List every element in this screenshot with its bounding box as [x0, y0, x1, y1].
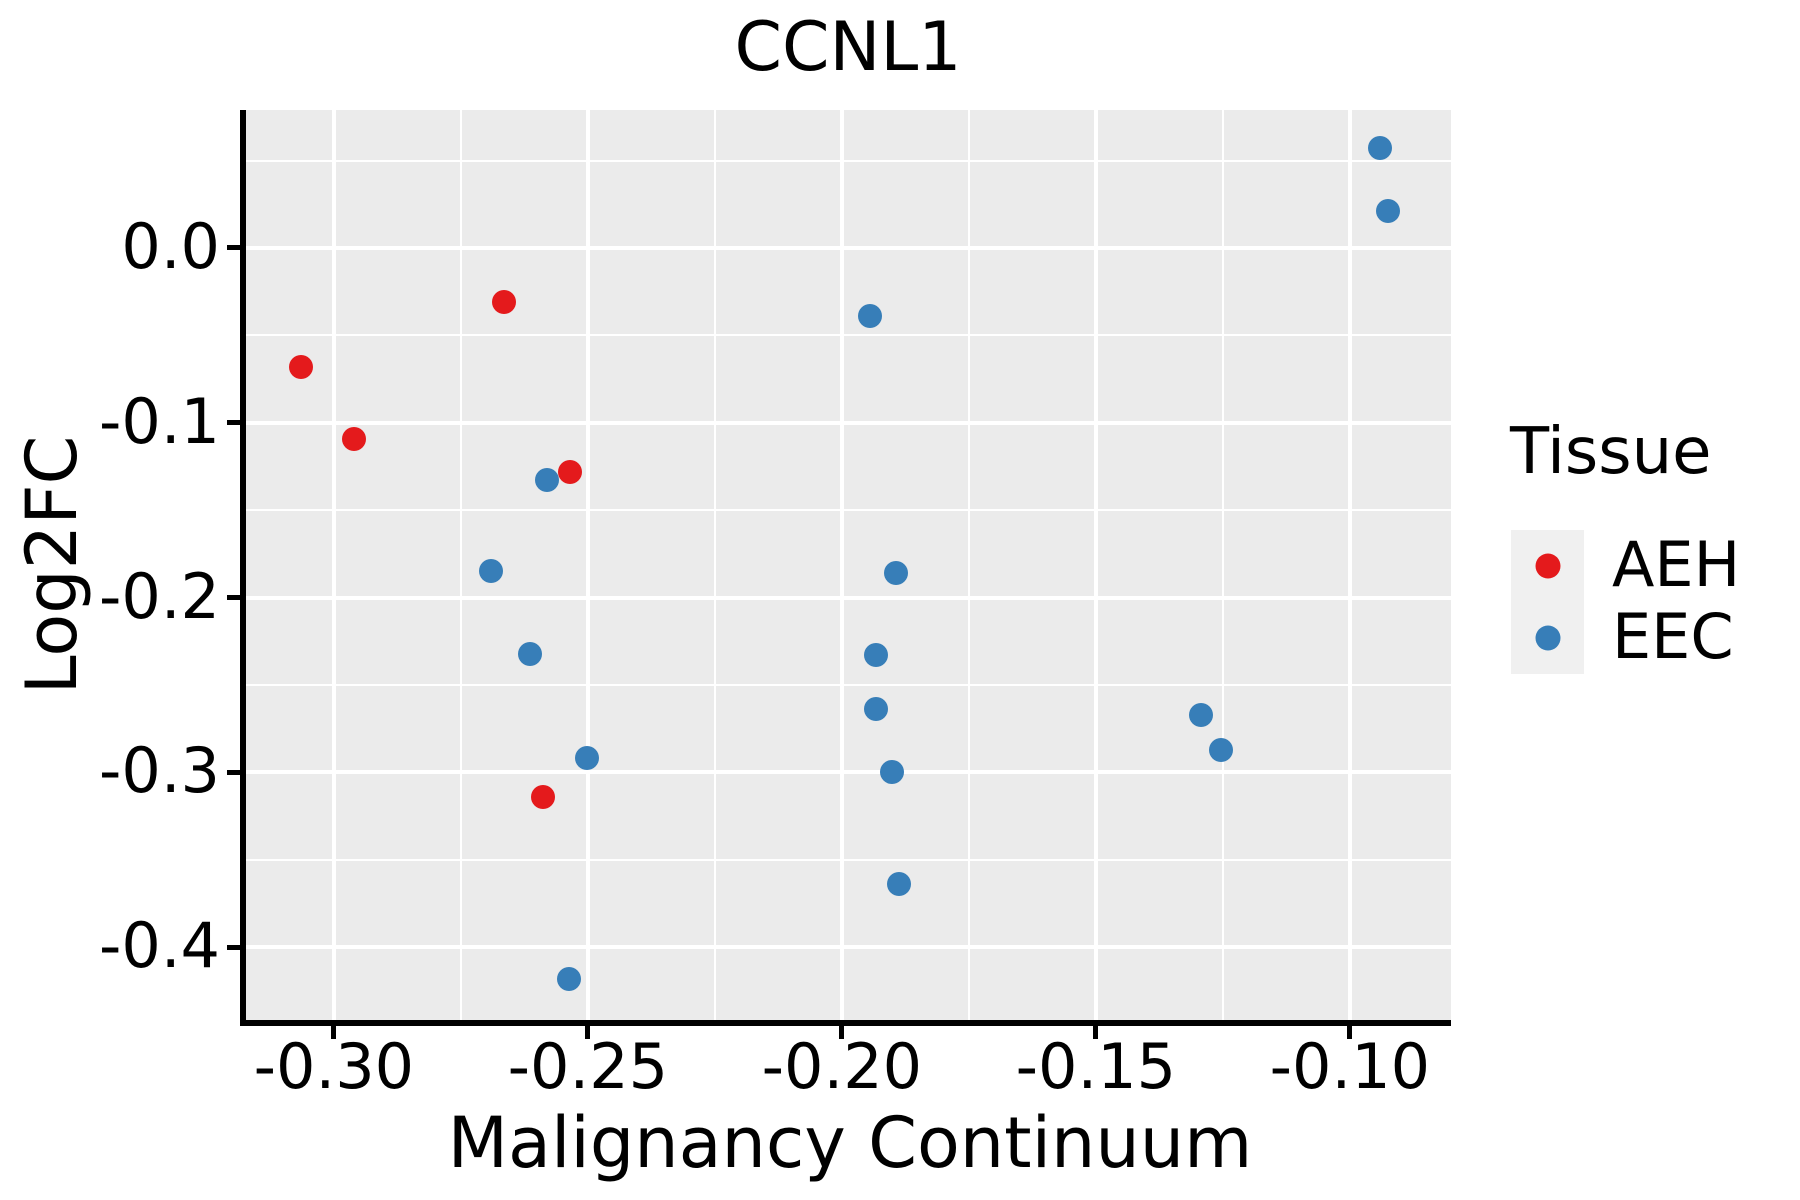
legend: Tissue AEH EEC	[1502, 420, 1800, 674]
legend-entry-aeh: AEH	[1502, 530, 1800, 602]
data-point-eec	[1208, 737, 1233, 762]
minor-gridline	[246, 684, 1451, 687]
data-point-eec	[886, 872, 911, 897]
major-gridline	[585, 110, 590, 1020]
major-gridline	[331, 110, 336, 1020]
data-point-eec	[574, 746, 599, 771]
y-tick-mark	[227, 595, 240, 601]
data-point-eec	[517, 641, 542, 666]
data-point-eec	[857, 304, 882, 329]
y-tick-mark	[227, 245, 240, 251]
x-tick-mark	[1347, 1026, 1353, 1039]
aeh-dot-icon	[1535, 553, 1560, 579]
x-tick-label: -0.25	[507, 1030, 669, 1103]
x-tick-mark	[585, 1026, 591, 1039]
data-point-eec	[863, 643, 888, 668]
legend-label-aeh: AEH	[1612, 527, 1741, 601]
data-point-aeh	[530, 784, 555, 809]
y-tick-mark	[227, 769, 240, 775]
minor-gridline	[1221, 110, 1224, 1020]
legend-title: Tissue	[1510, 415, 1712, 489]
x-tick-mark	[331, 1026, 337, 1039]
minor-gridline	[246, 858, 1451, 861]
y-tick-label: -0.1	[99, 384, 220, 458]
minor-gridline	[459, 110, 462, 1020]
data-point-eec	[1367, 136, 1392, 161]
major-gridline	[1347, 110, 1352, 1020]
x-tick-mark	[1093, 1026, 1099, 1039]
x-tick-label: -0.30	[253, 1030, 415, 1103]
major-gridline	[1093, 110, 1098, 1020]
y-tick-label: -0.3	[99, 734, 220, 808]
data-point-aeh	[492, 290, 517, 315]
x-axis-title: Malignancy Continuum	[447, 1102, 1253, 1184]
major-gridline	[839, 110, 844, 1020]
major-gridline	[246, 770, 1451, 775]
data-point-eec	[863, 697, 888, 722]
y-tick-mark	[227, 944, 240, 950]
x-tick-label: -0.10	[1269, 1030, 1431, 1103]
data-point-eec	[1376, 199, 1400, 224]
major-gridline	[246, 945, 1451, 950]
data-point-eec	[478, 559, 503, 584]
plot-title: CCNL1	[734, 8, 962, 87]
y-axis-line	[240, 110, 246, 1026]
major-gridline	[246, 245, 1451, 250]
legend-entry-eec: EEC	[1502, 602, 1800, 674]
x-axis-line	[240, 1020, 1451, 1026]
y-tick-label: -0.2	[99, 559, 220, 633]
plot-panel	[246, 110, 1451, 1020]
x-tick-label: -0.20	[761, 1030, 923, 1103]
minor-gridline	[713, 110, 716, 1020]
y-tick-label: 0.0	[121, 209, 220, 283]
data-point-aeh	[341, 426, 366, 451]
minor-gridline	[246, 509, 1451, 512]
x-tick-label: -0.15	[1015, 1030, 1177, 1103]
eec-dot-icon	[1535, 625, 1560, 651]
data-point-aeh	[558, 459, 583, 484]
legend-label-eec: EEC	[1612, 599, 1734, 673]
data-point-eec	[534, 468, 559, 493]
data-point-eec	[883, 561, 908, 586]
data-point-eec	[557, 966, 582, 991]
data-point-eec	[879, 760, 904, 785]
minor-gridline	[246, 334, 1451, 337]
major-gridline	[246, 595, 1451, 600]
minor-gridline	[967, 110, 970, 1020]
y-tick-label: -0.4	[99, 909, 220, 983]
x-tick-mark	[839, 1026, 845, 1039]
minor-gridline	[246, 159, 1451, 162]
data-point-aeh	[288, 354, 313, 379]
major-gridline	[246, 420, 1451, 425]
y-axis-title: Log2FC	[11, 435, 93, 695]
y-tick-mark	[227, 420, 240, 426]
legend-key-box	[1511, 602, 1584, 674]
data-point-eec	[1189, 702, 1214, 727]
legend-key-box	[1511, 530, 1584, 602]
